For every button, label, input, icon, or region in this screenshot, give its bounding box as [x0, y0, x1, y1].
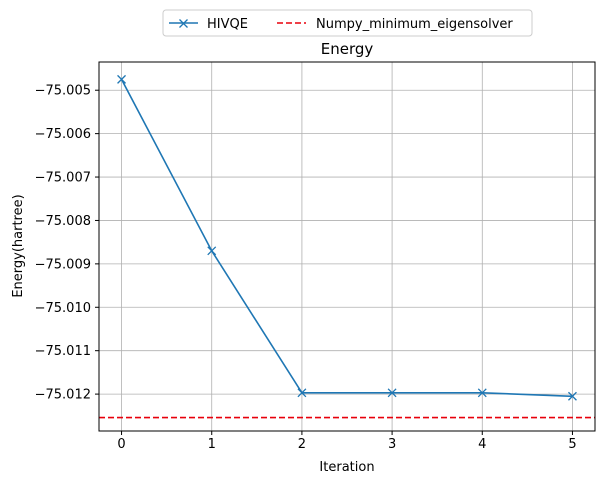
y-tick-label: −75.009	[35, 257, 91, 272]
y-tick-label: −75.012	[35, 388, 91, 403]
x-tick-label: 3	[388, 437, 396, 452]
x-axis-label: Iteration	[319, 460, 374, 475]
x-tick-label: 1	[208, 437, 216, 452]
legend-label-hivqe: HIVQE	[207, 17, 248, 32]
hivqe-data-point	[387, 388, 397, 398]
legend: HIVQE Numpy_minimum_eigensolver	[162, 9, 533, 37]
plot-area-frame	[98, 61, 596, 432]
y-tick-label: −75.006	[35, 127, 91, 142]
legend-entry-hivqe: HIVQE	[169, 17, 248, 32]
y-tick-label: −75.008	[35, 214, 91, 229]
hivqe-data-point	[567, 391, 577, 401]
y-tick-label: −75.005	[35, 84, 91, 99]
y-axis-ticks: −75.005 −75.006 −75.007 −75.008 −75.009 −75.0…	[35, 84, 99, 403]
chart-title: Energy	[321, 40, 374, 58]
y-axis-label: Energy(hartree)	[11, 194, 26, 297]
hivqe-markers	[117, 74, 577, 401]
legend-entry-numpy: Numpy_minimum_eigensolver	[277, 17, 513, 32]
legend-marker-hivqe	[179, 19, 188, 28]
grid-horizontal	[99, 89, 595, 395]
hivqe-series-line	[120, 78, 573, 398]
y-tick-label: −75.010	[35, 301, 91, 316]
hivqe-data-point	[207, 246, 217, 256]
x-tick-label: 2	[298, 437, 306, 452]
legend-frame	[162, 9, 533, 37]
x-axis-ticks: 0 1 2 3 4 5	[117, 431, 577, 452]
hivqe-data-point	[477, 388, 487, 398]
grid-vertical	[121, 62, 573, 431]
hivqe-data-point	[297, 388, 307, 398]
y-tick-label: −75.007	[35, 171, 91, 186]
y-tick-label: −75.011	[35, 344, 91, 359]
hivqe-data-point	[117, 74, 127, 84]
x-tick-label: 0	[117, 437, 125, 452]
x-tick-label: 5	[568, 437, 576, 452]
x-tick-label: 4	[478, 437, 486, 452]
legend-label-numpy: Numpy_minimum_eigensolver	[316, 17, 513, 32]
